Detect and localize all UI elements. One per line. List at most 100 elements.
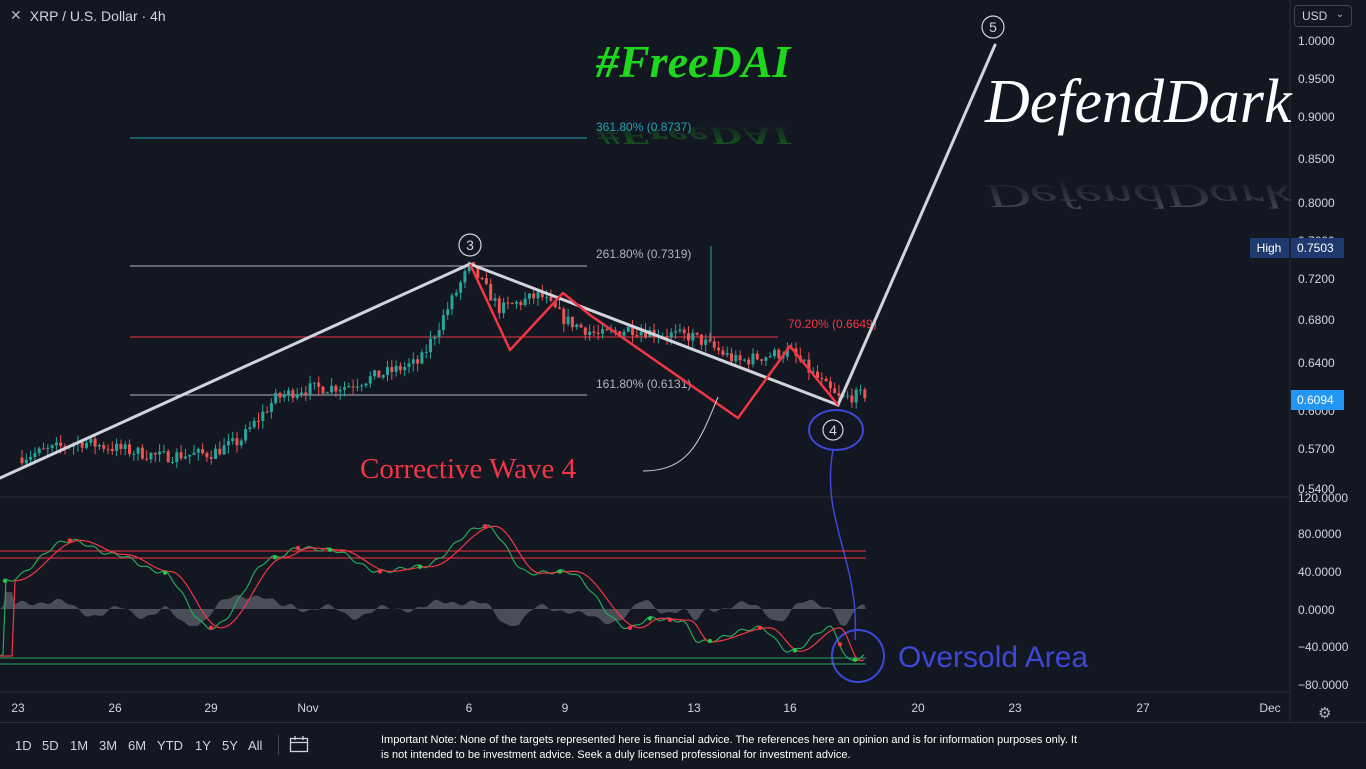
price-tick-label: 0.9000	[1298, 110, 1335, 124]
candle-body	[123, 444, 127, 449]
price-tick-label: 0.8000	[1298, 196, 1335, 210]
candle-body	[519, 302, 523, 305]
fib-label-361: 361.80% (0.8737)	[596, 120, 691, 134]
wave5-marker	[981, 15, 1005, 39]
range-button-ytd[interactable]: YTD	[157, 738, 183, 753]
candle-body	[355, 386, 359, 388]
wave4-marker	[822, 419, 844, 441]
fib-levels: 361.80% (0.8737) 261.80% (0.7319) 70.20%…	[130, 120, 877, 396]
candle-body	[239, 440, 243, 446]
candle-body	[295, 394, 299, 398]
candle-body	[708, 339, 712, 342]
candle-body	[605, 329, 609, 331]
time-tick-label: 23	[1008, 701, 1022, 715]
osc-cross-dot	[2, 578, 8, 583]
range-button-3m[interactable]: 3M	[99, 738, 118, 753]
candle-body	[601, 329, 604, 334]
candle-body	[437, 330, 441, 338]
candle-body	[102, 445, 106, 449]
candle-body	[33, 453, 37, 457]
osc-cross-dot	[757, 625, 763, 630]
candle-body	[145, 458, 149, 460]
candle-body	[747, 359, 751, 365]
range-button-1d[interactable]: 1D	[15, 738, 32, 753]
candle-body	[136, 447, 140, 454]
time-tick-label: 29	[204, 701, 218, 715]
currency-label: USD	[1302, 9, 1328, 23]
candle-body	[192, 452, 196, 455]
candle-body	[816, 371, 819, 379]
candle-body	[850, 395, 854, 403]
candle-body	[545, 296, 549, 298]
candle-body	[669, 332, 673, 338]
candle-body	[175, 452, 179, 463]
candle-body	[218, 448, 222, 455]
candle-body	[755, 353, 759, 360]
last-price-label: 0.6094	[1297, 393, 1334, 407]
candle-body	[368, 376, 372, 384]
osc-cross-dot	[837, 642, 843, 647]
osc-cross-dot	[417, 564, 423, 569]
candle-body	[149, 453, 153, 460]
candle-body	[725, 353, 729, 355]
candle-body	[833, 388, 837, 394]
candle-body	[63, 445, 67, 448]
candle-body	[575, 324, 579, 328]
range-button-5y[interactable]: 5Y	[222, 738, 238, 753]
candle-body	[93, 438, 97, 447]
time-axis[interactable]: 23 26 29 Nov 6 9 13 16 20 23 27 Dec	[11, 701, 1280, 715]
candle-body	[592, 331, 596, 333]
candle-body	[854, 389, 858, 403]
time-tick-label: 13	[687, 701, 701, 715]
candle-body	[489, 283, 493, 301]
range-button-5d[interactable]: 5D	[42, 738, 59, 753]
candle-body	[330, 385, 334, 393]
candle-body	[828, 381, 832, 389]
candle-body	[785, 348, 789, 357]
gear-icon[interactable]: ⚙	[1318, 705, 1332, 722]
candle-body	[742, 359, 746, 361]
candle-body	[618, 331, 622, 336]
wave4-label: 4	[829, 422, 837, 438]
candle-body	[407, 363, 411, 367]
close-icon[interactable]: ✕	[10, 7, 22, 23]
candle-body	[712, 341, 716, 348]
candle-body	[351, 386, 355, 388]
chevron-down-icon: ⌄	[1335, 9, 1344, 20]
osc-cross-dot	[667, 617, 673, 622]
candle-body	[846, 395, 850, 397]
osc-tick-label: 120.0000	[1298, 491, 1348, 505]
candle-body	[183, 456, 187, 459]
candle-body	[644, 331, 647, 338]
candlestick-series	[20, 246, 867, 468]
candle-body	[338, 389, 342, 392]
candle-body	[80, 441, 84, 448]
candle-body	[226, 440, 230, 446]
currency-selector[interactable]: USD ⌄	[1294, 5, 1352, 27]
candle-body	[751, 353, 755, 365]
price-tick-label: 0.5400	[1298, 482, 1335, 496]
price-axis[interactable]: 1.00000.95000.90000.85000.80000.76000.72…	[1298, 34, 1335, 496]
candle-body	[682, 329, 686, 334]
osc-cross-dot	[482, 524, 488, 529]
candle-body	[24, 459, 28, 464]
candle-body	[704, 339, 708, 345]
candle-body	[287, 390, 291, 395]
candle-body	[308, 383, 312, 395]
candle-body	[398, 365, 402, 371]
candle-body	[540, 291, 544, 298]
chart-canvas[interactable]: 361.80% (0.8737) 261.80% (0.7319) 70.20%…	[0, 0, 1366, 722]
candle-body	[37, 448, 41, 454]
osc-tick-label: 40.0000	[1298, 565, 1342, 579]
candle-body	[777, 349, 781, 359]
osc-tick-label: −40.0000	[1298, 640, 1349, 654]
oscillator-axis[interactable]: 120.0000 80.0000 40.0000 0.0000 −40.0000 −80.…	[1298, 491, 1349, 692]
candle-body	[214, 448, 217, 459]
range-button-1m[interactable]: 1M	[70, 738, 89, 753]
high-value-bg	[1291, 238, 1344, 258]
range-button-6m[interactable]: 6M	[128, 738, 147, 753]
calendar-icon[interactable]	[289, 735, 309, 753]
range-button-all[interactable]: All	[248, 738, 263, 753]
candle-body	[674, 331, 678, 333]
range-button-1y[interactable]: 1Y	[195, 738, 211, 753]
